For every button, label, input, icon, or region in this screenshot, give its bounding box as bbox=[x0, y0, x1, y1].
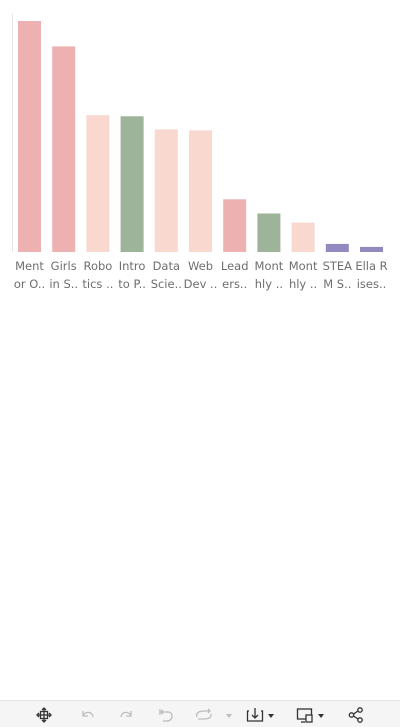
x-tick-label-10-1: ises.. bbox=[357, 277, 387, 291]
x-tick-label-2-0: Robo bbox=[83, 259, 112, 273]
x-tick-label-10-0: Ella R bbox=[355, 259, 387, 273]
bar-10[interactable] bbox=[360, 246, 383, 252]
bar-8[interactable] bbox=[291, 222, 315, 252]
x-tick-label-6-0: Lead bbox=[221, 259, 249, 273]
chart-area: Ment or O.. Girls in S.. Robo tics .. Intro to … bbox=[12, 14, 388, 291]
undo-icon[interactable] bbox=[76, 704, 98, 726]
x-tick-label-1-1: in S.. bbox=[49, 277, 78, 291]
x-tick-label-8-0: Mont bbox=[289, 259, 318, 273]
x-tick-label-2-1: tics .. bbox=[82, 277, 113, 291]
share-icon[interactable] bbox=[345, 704, 367, 726]
device-layout-icon[interactable] bbox=[296, 704, 328, 726]
bar-9[interactable] bbox=[325, 243, 349, 252]
x-tick-label-3-1: to P.. bbox=[118, 277, 146, 291]
bar-chart: Ment or O.. Girls in S.. Robo tics .. Intro to … bbox=[12, 14, 388, 291]
x-tick-label-0-1: or O.. bbox=[14, 277, 45, 291]
toolbar bbox=[0, 700, 400, 727]
refresh-icon[interactable] bbox=[192, 704, 234, 726]
x-tick-label-0-0: Ment bbox=[15, 259, 44, 273]
x-tick-label-5-1: Dev .. bbox=[184, 277, 218, 291]
download-icon[interactable] bbox=[246, 704, 278, 726]
x-tick-label-9-1: M S.. bbox=[323, 277, 351, 291]
bar-1[interactable] bbox=[52, 46, 76, 253]
bar-5[interactable] bbox=[189, 130, 212, 252]
x-tick-label-5-0: Web bbox=[188, 259, 213, 273]
bar-7[interactable] bbox=[257, 213, 281, 253]
bar-3[interactable] bbox=[120, 116, 144, 252]
x-tick-label-8-1: hly .. bbox=[289, 277, 317, 291]
redo-icon[interactable] bbox=[116, 704, 138, 726]
bar-6[interactable] bbox=[223, 199, 247, 252]
move-icon[interactable] bbox=[33, 704, 55, 726]
bar-0[interactable] bbox=[18, 21, 41, 252]
x-tick-label-6-1: ers.. bbox=[222, 277, 247, 291]
x-tick-label-7-1: hly .. bbox=[255, 277, 283, 291]
x-tick-label-1-0: Girls bbox=[51, 259, 77, 273]
revert-icon[interactable] bbox=[155, 704, 177, 726]
bar-2[interactable] bbox=[86, 115, 110, 252]
x-tick-label-4-1: Scie.. bbox=[151, 277, 182, 291]
x-tick-label-9-0: STEA bbox=[323, 259, 353, 273]
x-tick-label-3-0: Intro bbox=[119, 259, 146, 273]
x-tick-label-7-0: Mont bbox=[255, 259, 284, 273]
bar-4[interactable] bbox=[154, 129, 178, 252]
x-tick-label-4-0: Data bbox=[153, 259, 180, 273]
